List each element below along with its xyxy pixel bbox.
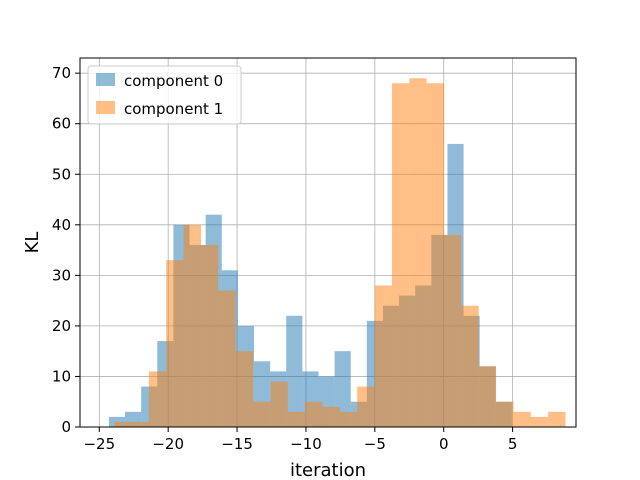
x-tick-label: 5 bbox=[508, 435, 518, 453]
histogram-bars bbox=[108, 78, 566, 427]
histogram-bar-component-1 bbox=[287, 411, 306, 427]
histogram-bar-component-1 bbox=[200, 245, 219, 427]
legend-label-component-0: component 0 bbox=[124, 72, 223, 90]
legend-label-component-1: component 1 bbox=[124, 100, 223, 118]
histogram-bar-component-1 bbox=[496, 401, 514, 427]
histogram-bar-component-1 bbox=[461, 305, 479, 427]
y-tick-label: 60 bbox=[52, 115, 71, 133]
histogram-bar-component-1 bbox=[253, 401, 271, 427]
y-tick-label: 50 bbox=[52, 165, 71, 183]
legend: component 0 component 1 bbox=[87, 65, 242, 125]
y-axis-ticks: 0 10 20 30 40 50 60 70 bbox=[52, 64, 80, 436]
x-axis-label: iteration bbox=[290, 460, 366, 480]
histogram-bar-component-1 bbox=[235, 351, 254, 427]
histogram-bar-component-1 bbox=[426, 83, 445, 427]
x-tick-label: −5 bbox=[364, 435, 386, 453]
y-tick-label: 10 bbox=[52, 367, 71, 385]
x-tick-label: 0 bbox=[439, 435, 449, 453]
histogram-bar-component-1 bbox=[114, 421, 132, 427]
x-tick-label: −15 bbox=[221, 435, 253, 453]
legend-swatch-component-1 bbox=[96, 101, 115, 114]
y-tick-label: 0 bbox=[61, 418, 71, 436]
histogram-bar-component-1 bbox=[131, 421, 149, 427]
legend-box bbox=[87, 65, 242, 125]
x-tick-label: −10 bbox=[290, 435, 322, 453]
histogram-bar-component-1 bbox=[166, 260, 184, 427]
y-axis-label: KL bbox=[22, 232, 43, 254]
y-tick-label: 30 bbox=[52, 266, 71, 284]
histogram-bar-component-1 bbox=[322, 406, 340, 427]
histogram-bar-component-1 bbox=[218, 290, 236, 427]
x-tick-label: −20 bbox=[152, 435, 184, 453]
x-axis-ticks: −25 −20 −15 −10 −5 0 5 bbox=[83, 427, 517, 453]
histogram-bar-component-1 bbox=[530, 416, 549, 427]
histogram-bar-component-1 bbox=[513, 411, 531, 427]
histogram-bar-component-1 bbox=[270, 381, 288, 427]
histogram-bar-component-1 bbox=[183, 224, 201, 427]
y-tick-label: 20 bbox=[52, 317, 71, 335]
histogram-bar-component-1 bbox=[374, 285, 392, 427]
y-tick-label: 40 bbox=[52, 216, 71, 234]
histogram-bar-component-1 bbox=[305, 401, 323, 427]
histogram-bar-component-1 bbox=[391, 83, 410, 427]
y-tick-label: 70 bbox=[52, 64, 71, 82]
histogram-bar-component-1 bbox=[339, 411, 358, 427]
histogram-bar-component-1 bbox=[357, 386, 375, 427]
histogram-bar-component-1 bbox=[409, 78, 427, 427]
histogram-bar-component-1 bbox=[478, 366, 497, 427]
histogram-bar-component-0 bbox=[286, 315, 303, 427]
histogram-bar-component-1 bbox=[548, 411, 566, 427]
legend-swatch-component-0 bbox=[96, 73, 115, 86]
x-tick-label: −25 bbox=[83, 435, 115, 453]
histogram-bar-component-1 bbox=[444, 234, 462, 427]
histogram-bar-component-1 bbox=[148, 371, 167, 427]
plot-frame bbox=[79, 57, 577, 428]
